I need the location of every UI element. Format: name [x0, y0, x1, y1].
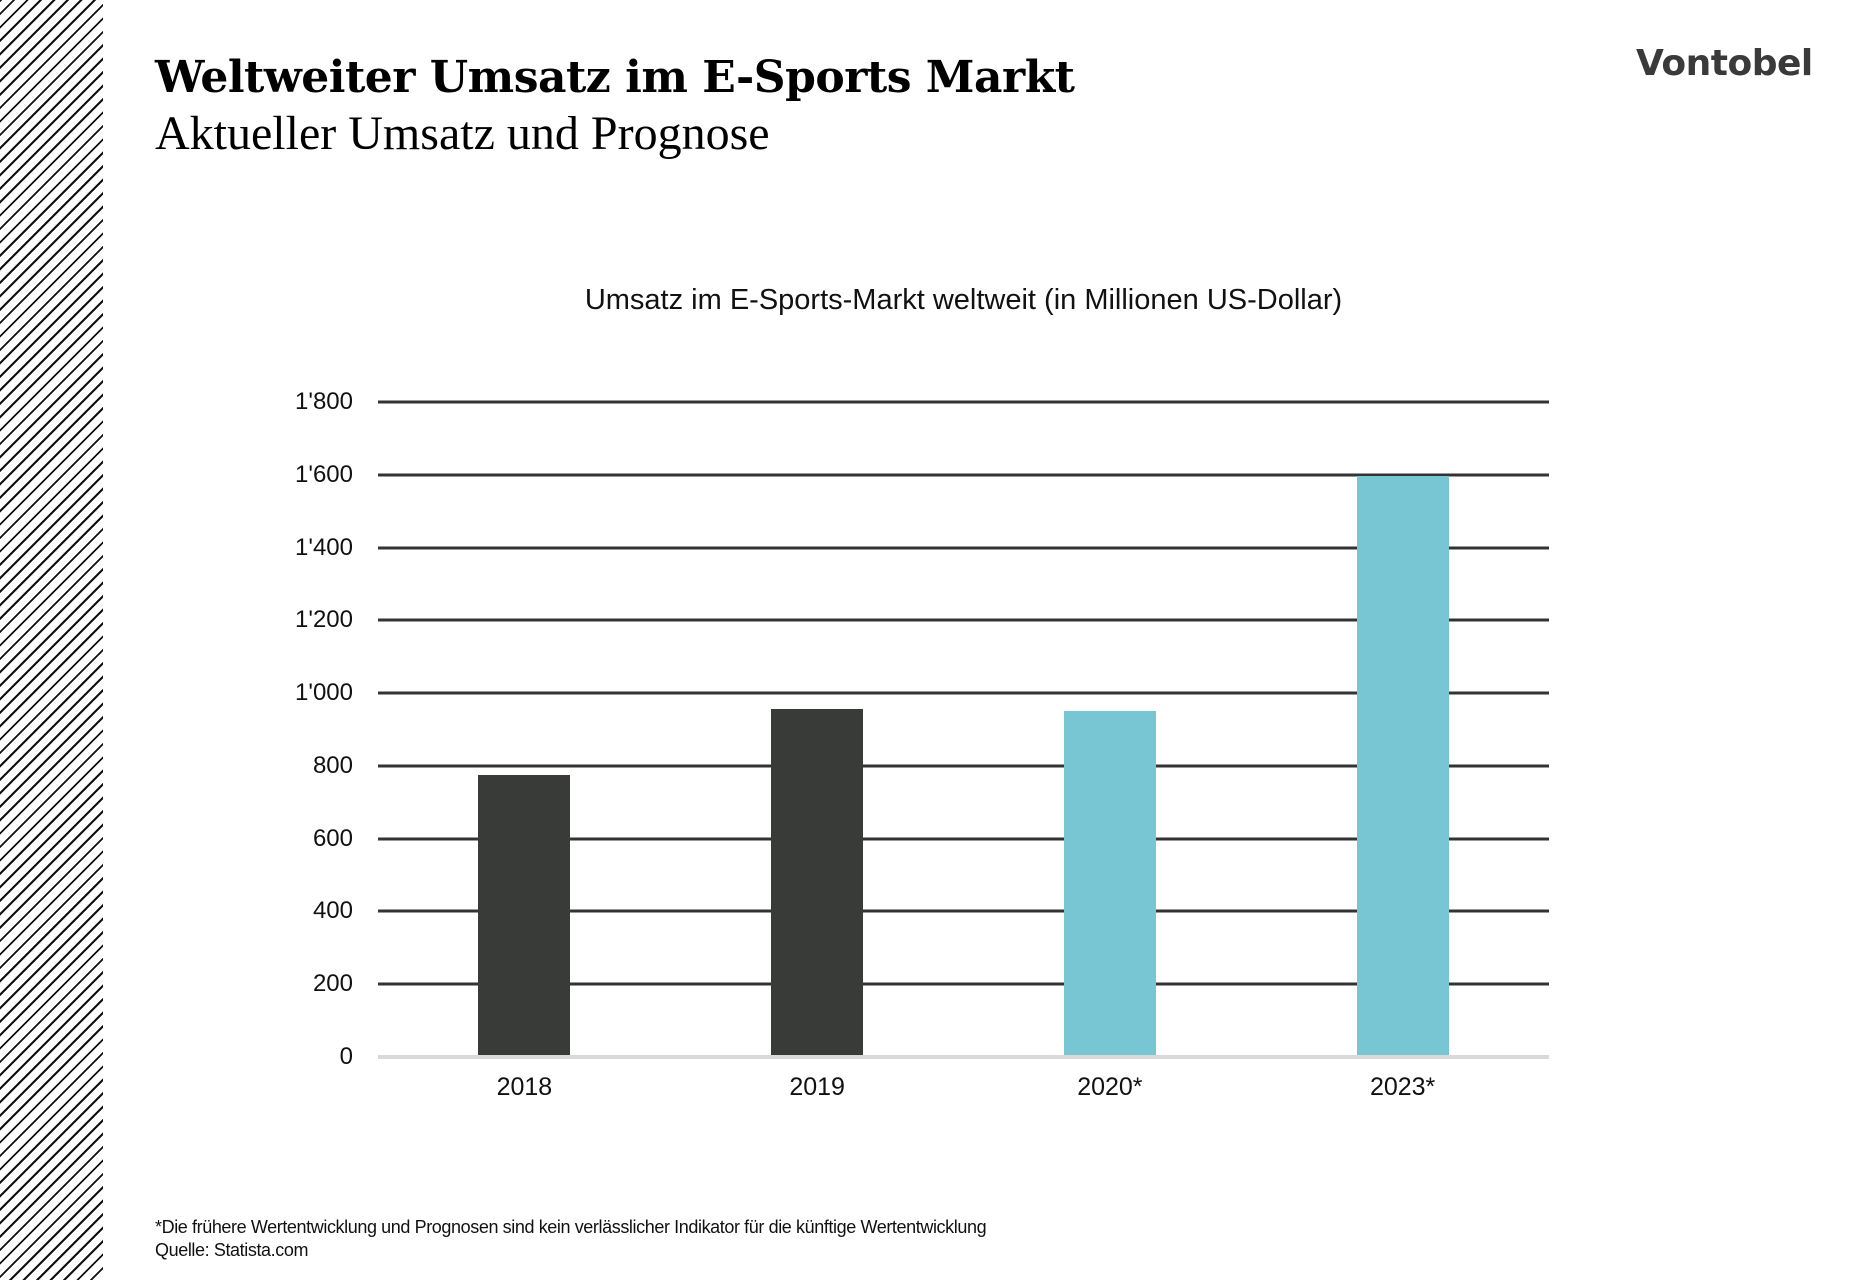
y-axis-tick-label: 600: [312, 824, 353, 852]
gridline: [378, 764, 1549, 768]
footer: *Die frühere Wertentwicklung und Prognos…: [155, 1216, 987, 1262]
y-axis-tick-label: 200: [312, 970, 353, 998]
decorative-hatch-strip: [0, 0, 103, 1280]
page-title: Weltweiter Umsatz im E-Sports Markt: [155, 52, 1075, 103]
x-axis-tick-label: 2018: [496, 1073, 553, 1101]
gridline: [378, 546, 1549, 550]
bar-chart-plot-area: 0 200 400 600 800 1'000 1'200 1'400 1'600 1'800 20…: [295, 388, 1549, 1101]
y-axis-tick-label: 1'800: [295, 388, 353, 415]
x-axis-tick-label: 2020*: [1077, 1073, 1143, 1101]
gridline: [378, 982, 1549, 986]
bar-2019: [771, 708, 864, 1057]
bar-2018: [478, 774, 571, 1057]
gridline: [378, 618, 1549, 622]
y-axis-tick-label: 400: [312, 897, 353, 925]
y-axis-tick-label: 1'000: [295, 679, 353, 707]
x-axis-tick-label: 2023*: [1369, 1073, 1436, 1101]
bar-2023-forecast: [1356, 475, 1449, 1057]
gridline: [378, 837, 1549, 841]
x-axis-baseline: [378, 1055, 1549, 1059]
source-text: Quelle: Statista.com: [155, 1240, 309, 1260]
gridline: [378, 400, 1549, 404]
y-axis-tick-label: 0: [339, 1043, 353, 1070]
gridline: [378, 691, 1549, 695]
vontobel-logo: Vontobel: [1636, 43, 1813, 84]
gridline: [378, 909, 1549, 913]
gridline: [378, 473, 1549, 477]
y-axis-tick-label: 800: [312, 751, 353, 779]
y-axis-tick-label: 1'400: [295, 533, 353, 561]
chart-title: Umsatz im E-Sports-Markt weltweit (in Mi…: [584, 284, 1343, 316]
page-subtitle: Aktueller Umsatz und Prognose: [155, 107, 770, 160]
disclaimer-text: *Die frühere Wertentwicklung und Prognos…: [155, 1217, 987, 1237]
bar-2020-forecast: [1063, 710, 1156, 1057]
x-axis-tick-label: 2019: [789, 1073, 845, 1101]
y-axis-tick-label: 1'200: [295, 606, 353, 634]
y-axis-tick-label: 1'600: [295, 460, 353, 488]
